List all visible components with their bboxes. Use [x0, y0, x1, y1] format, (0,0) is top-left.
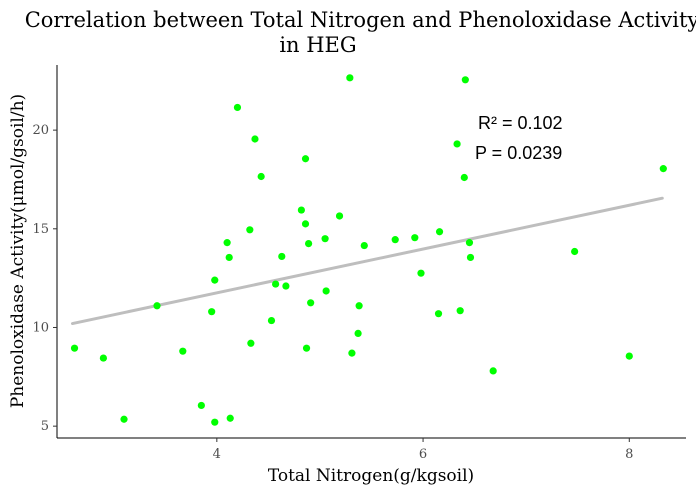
data-point — [466, 253, 475, 262]
data-point — [233, 103, 242, 112]
data-point — [321, 235, 329, 243]
data-point — [453, 140, 461, 148]
data-point — [70, 344, 79, 352]
data-point — [179, 347, 187, 355]
data-point — [278, 252, 286, 261]
chart-title-line-2: in HEG — [279, 33, 356, 57]
data-point — [322, 287, 330, 295]
data-point — [307, 299, 315, 307]
data-point — [301, 220, 310, 228]
data-point — [247, 339, 255, 347]
regression-line — [70, 196, 664, 326]
data-point — [335, 212, 344, 220]
p-value-annotation: P = 0.0239 — [475, 143, 562, 163]
data-point — [153, 302, 161, 310]
data-point — [348, 349, 356, 357]
data-point — [346, 74, 354, 82]
data-point — [211, 418, 219, 426]
data-point — [120, 415, 128, 423]
data-point — [305, 240, 313, 248]
data-point — [465, 239, 474, 247]
data-point — [489, 367, 497, 375]
data-point — [282, 282, 290, 290]
x-axis-label: Total Nitrogen(g/kgsoil) — [268, 466, 474, 486]
data-point — [223, 239, 231, 247]
data-point — [434, 310, 443, 318]
r-squared-annotation: R² = 0.102 — [478, 113, 563, 133]
data-point — [659, 165, 667, 173]
data-point — [571, 247, 579, 256]
data-point — [257, 172, 265, 181]
y-tick-label: 10 — [32, 320, 49, 335]
y-tick-label: 5 — [41, 419, 49, 434]
data-point — [411, 234, 419, 242]
data-point — [197, 401, 205, 410]
data-point — [272, 280, 280, 288]
data-point — [225, 253, 233, 262]
data-point — [297, 206, 305, 214]
data-point — [417, 269, 425, 277]
chart-title-line-1: Correlation between Total Nitrogen and P… — [25, 8, 696, 32]
data-point — [302, 344, 311, 352]
y-tick-label: 15 — [32, 222, 49, 237]
data-point — [435, 228, 444, 236]
data-point — [625, 352, 633, 360]
data-point — [251, 135, 259, 143]
data-point — [461, 76, 469, 84]
data-point — [246, 226, 254, 234]
y-axis-label: Phenoloxidase Activity(μmol/gsoil/h) — [8, 94, 28, 408]
data-point — [456, 307, 464, 315]
data-point — [226, 414, 234, 422]
plot-area: 4 6 8 5 10 15 20 — [32, 65, 686, 462]
data-point — [391, 236, 399, 244]
data-point — [267, 316, 276, 325]
data-point — [460, 173, 468, 182]
x-tick-label: 8 — [625, 447, 633, 462]
data-point — [99, 354, 108, 362]
x-tick-label: 4 — [213, 447, 221, 462]
x-tick-label: 6 — [419, 447, 427, 462]
data-point — [360, 241, 368, 250]
data-point — [208, 308, 216, 316]
data-point — [355, 302, 363, 310]
data-point — [301, 155, 310, 163]
y-tick-label: 20 — [32, 123, 49, 138]
data-point — [354, 329, 362, 338]
data-point — [211, 276, 219, 284]
